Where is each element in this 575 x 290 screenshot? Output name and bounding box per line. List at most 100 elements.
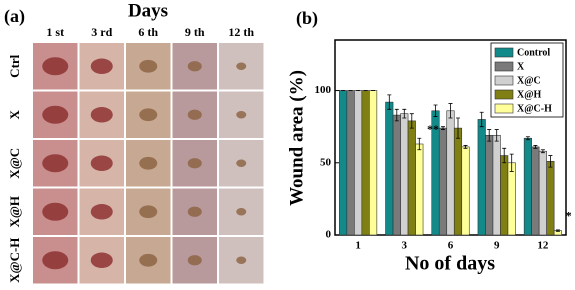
error-bar — [448, 103, 453, 119]
column-label: 12 th — [228, 25, 254, 39]
wound — [139, 156, 158, 170]
wound — [187, 206, 202, 217]
y-tick-label: 100 — [315, 84, 332, 96]
significance: * — [566, 208, 572, 222]
wound — [139, 59, 158, 73]
error-bar — [494, 129, 499, 142]
error-bar — [525, 136, 530, 141]
legend-label: X@C-H — [517, 103, 552, 114]
wound — [90, 58, 113, 74]
wound — [42, 202, 69, 221]
legend-swatch — [494, 89, 514, 100]
wound — [187, 61, 202, 72]
error-bar — [387, 94, 392, 110]
significance: ** — [427, 122, 439, 136]
panel-label: (a) — [4, 6, 25, 27]
error-bar — [463, 145, 468, 149]
bar — [369, 90, 378, 236]
bar — [339, 90, 348, 236]
x-tick-label: 6 — [448, 240, 454, 252]
wound — [236, 110, 247, 119]
row-label: X@C — [7, 148, 22, 179]
error-bar — [456, 117, 460, 139]
bar — [446, 110, 455, 236]
x-tick-label: 9 — [494, 240, 500, 252]
bar — [415, 143, 424, 236]
legend-swatch — [494, 61, 514, 72]
wound — [187, 255, 202, 266]
legend-swatch — [494, 75, 514, 86]
bar — [354, 90, 363, 236]
bar — [492, 135, 501, 236]
legend-label: X@C — [517, 75, 541, 86]
error-bar — [555, 229, 560, 232]
bar — [385, 101, 394, 236]
error-bar — [441, 126, 445, 130]
column-label: 9 th — [185, 25, 205, 39]
bar — [453, 127, 463, 236]
column-label: 6 th — [138, 25, 158, 39]
row-label: Ctrl — [7, 54, 22, 77]
bar — [407, 120, 416, 236]
row-label: X@C-H — [7, 238, 22, 283]
column-label: 1 st — [46, 25, 64, 39]
error-bar — [502, 147, 507, 164]
bar — [523, 137, 532, 236]
error-bar — [394, 108, 399, 122]
wound — [236, 62, 247, 71]
bar — [507, 162, 516, 236]
error-bar — [487, 129, 492, 142]
bar — [546, 161, 555, 236]
x-tick-label: 3 — [402, 240, 408, 252]
wound — [236, 207, 247, 216]
bar — [438, 127, 448, 236]
x-tick-label: 1 — [355, 240, 361, 252]
panel-label: (b) — [296, 8, 318, 29]
wound — [90, 252, 113, 268]
wound — [42, 57, 69, 76]
bar — [400, 113, 409, 236]
error-bar — [417, 137, 422, 151]
wound — [42, 251, 69, 270]
wound — [90, 155, 113, 171]
wound — [236, 256, 247, 265]
error-bar — [433, 104, 438, 117]
error-bar — [540, 149, 545, 154]
legend-swatch — [494, 103, 514, 114]
wound — [90, 204, 113, 220]
row-label: X — [7, 109, 22, 119]
panel-title: Days — [128, 0, 168, 21]
bar — [392, 114, 401, 236]
bar — [500, 155, 509, 236]
legend-swatch — [494, 47, 514, 58]
legend-label: Control — [517, 47, 550, 58]
wound — [139, 253, 158, 267]
bar — [477, 119, 486, 236]
error-bar — [409, 113, 414, 129]
legend-label: X — [517, 61, 525, 72]
bar — [346, 90, 355, 236]
legend-label: X@H — [517, 89, 542, 100]
wound — [42, 105, 69, 124]
column-label: 3 rd — [91, 25, 112, 39]
wound — [187, 158, 202, 169]
error-bar — [548, 155, 553, 168]
wound — [187, 109, 202, 120]
y-axis-label: Wound area (%) — [286, 70, 307, 206]
bar — [485, 135, 494, 236]
y-tick-label: 50 — [320, 156, 332, 168]
bar — [531, 146, 540, 236]
error-bar — [402, 108, 407, 119]
row-label: X@H — [7, 196, 22, 228]
x-axis-label: No of days — [405, 253, 495, 275]
wound — [90, 107, 113, 123]
error-bar — [479, 111, 484, 128]
wound — [139, 205, 158, 219]
wound — [42, 154, 69, 173]
bar — [538, 150, 547, 236]
error-bar — [533, 145, 538, 149]
bar — [461, 146, 470, 236]
wound — [236, 159, 247, 168]
